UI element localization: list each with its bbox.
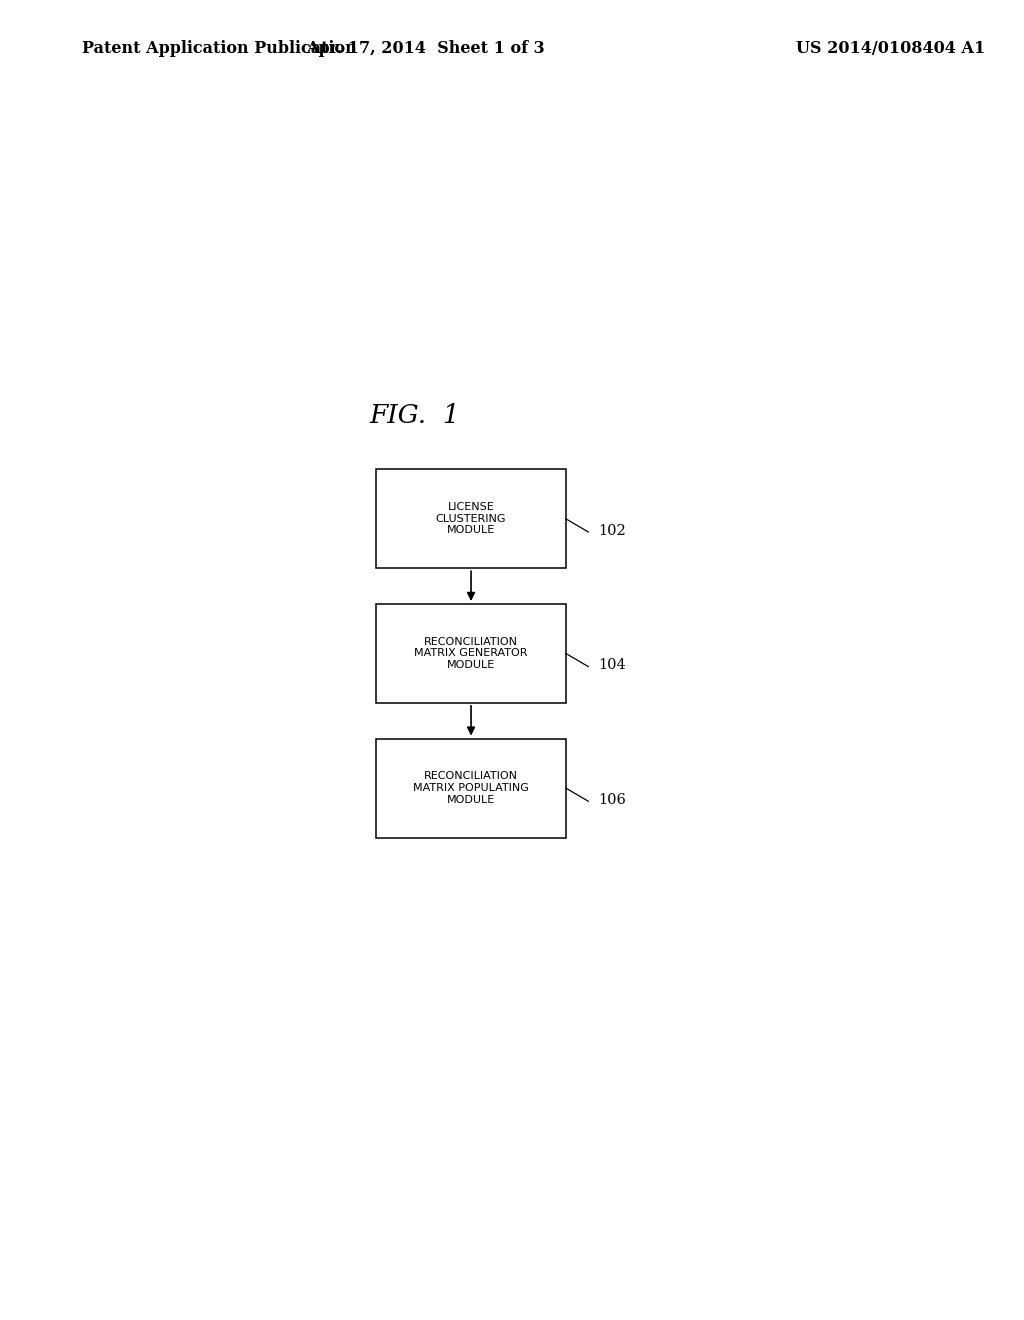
Bar: [377, 739, 565, 837]
Text: Patent Application Publication: Patent Application Publication: [82, 40, 356, 57]
Text: US 2014/0108404 A1: US 2014/0108404 A1: [797, 40, 985, 57]
Bar: [377, 470, 565, 568]
Bar: [377, 605, 565, 702]
Text: 106: 106: [598, 793, 627, 807]
Text: RECONCILIATION
MATRIX POPULATING
MODULE: RECONCILIATION MATRIX POPULATING MODULE: [413, 771, 529, 805]
Text: 102: 102: [598, 524, 627, 537]
Text: FIG.  1: FIG. 1: [370, 404, 460, 428]
Text: 104: 104: [598, 659, 627, 672]
Text: Apr. 17, 2014  Sheet 1 of 3: Apr. 17, 2014 Sheet 1 of 3: [305, 40, 545, 57]
Text: RECONCILIATION
MATRIX GENERATOR
MODULE: RECONCILIATION MATRIX GENERATOR MODULE: [415, 636, 527, 671]
Text: LICENSE
CLUSTERING
MODULE: LICENSE CLUSTERING MODULE: [436, 502, 506, 536]
